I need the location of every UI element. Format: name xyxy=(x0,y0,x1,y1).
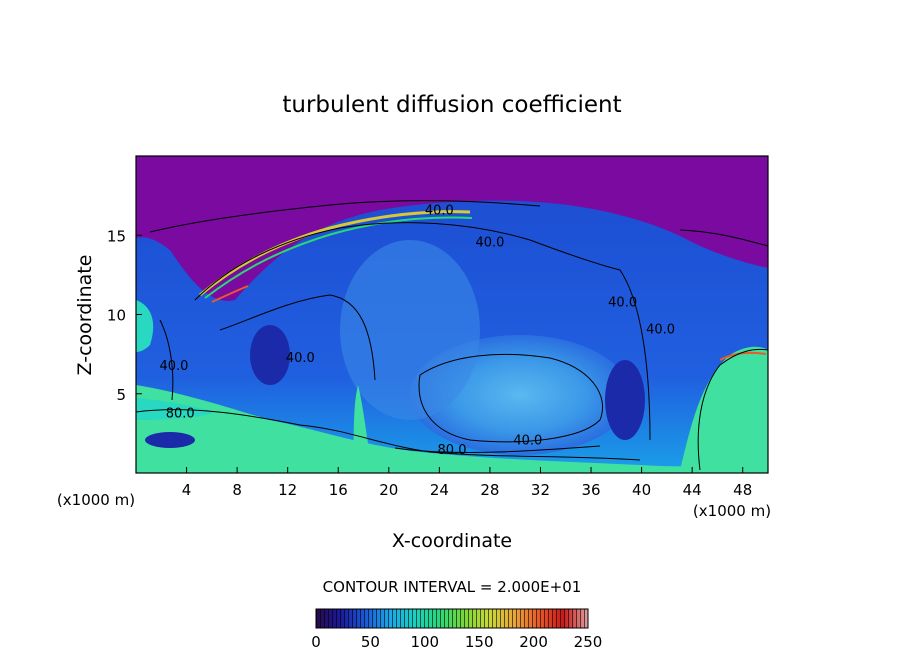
colorbar-tick-label: 150 xyxy=(465,633,494,651)
x-tick-label: 24 xyxy=(430,481,449,499)
contour-labels: 40.0 40.0 40.0 40.0 80.0 80.0 40.0 40.0 40.0 xyxy=(159,204,675,458)
contour-line xyxy=(418,353,604,443)
contour-label: 80.0 xyxy=(438,443,467,458)
y-tick-label: 5 xyxy=(116,386,126,404)
x-axis-ticks: 4 8 12 16 20 24 28 32 36 40 44 48 xyxy=(182,467,752,499)
dark-pocket-right xyxy=(605,360,645,440)
colorbar-tick-label: 0 xyxy=(311,633,321,651)
colorbar-stripes xyxy=(316,609,588,628)
left-edge-region xyxy=(136,300,154,352)
x-tick-label: 32 xyxy=(531,481,550,499)
low-band-region xyxy=(136,385,768,473)
x-unit-left: (x1000 m) xyxy=(57,491,135,509)
contour-label: 80.0 xyxy=(166,407,195,422)
shear-streak xyxy=(199,210,471,297)
y-tick-label: 10 xyxy=(107,307,126,325)
contour-line xyxy=(159,319,174,401)
x-tick-label: 8 xyxy=(232,481,242,499)
contour-label: 40.0 xyxy=(608,296,637,311)
right-jet-region xyxy=(680,346,768,473)
x-tick-label: 12 xyxy=(278,481,297,499)
shear-streak-inner xyxy=(204,216,473,299)
contour-line xyxy=(697,348,768,471)
contour-line xyxy=(194,222,651,441)
colorbar-tick-label: 250 xyxy=(574,633,603,651)
contour-line xyxy=(149,200,541,233)
y-tick-label: 15 xyxy=(107,227,126,245)
x-tick-label: 44 xyxy=(683,481,702,499)
colorbar-tick-label: 100 xyxy=(410,633,439,651)
contour-label: 40.0 xyxy=(475,235,504,250)
colorbar-frame xyxy=(315,608,589,629)
contour-lines xyxy=(136,200,768,471)
plot-area xyxy=(136,156,768,473)
shear-streak-hot xyxy=(211,285,249,303)
dark-pocket-left xyxy=(145,432,195,448)
colorbar-tick-label: 200 xyxy=(519,633,548,651)
colorbar-ticks: 0 50 100 150 200 250 xyxy=(311,633,602,651)
contour-line xyxy=(219,294,376,381)
colorbar: 0 50 100 150 200 250 xyxy=(311,608,602,651)
chart-title: turbulent diffusion coefficient xyxy=(282,92,621,118)
contour-label: 40.0 xyxy=(159,359,188,374)
contour-label: 40.0 xyxy=(646,323,675,338)
x-tick-label: 4 xyxy=(182,481,192,499)
left-lowlevel-region xyxy=(136,398,215,420)
contour-line xyxy=(136,409,641,461)
x-tick-label: 36 xyxy=(581,481,600,499)
x-axis-label: X-coordinate xyxy=(392,530,512,552)
x-unit-right: (x1000 m) xyxy=(693,502,771,520)
contour-interval-text: CONTOUR INTERVAL = 2.000E+01 xyxy=(323,578,582,596)
contour-label: 40.0 xyxy=(425,204,454,219)
contour-line xyxy=(679,229,768,247)
dark-pocket-mid xyxy=(250,325,290,385)
x-tick-label: 28 xyxy=(480,481,499,499)
contour-label: 40.0 xyxy=(286,351,315,366)
x-tick-label: 16 xyxy=(329,481,348,499)
x-tick-label: 20 xyxy=(379,481,398,499)
x-tick-label: 40 xyxy=(632,481,651,499)
upper-layer-region xyxy=(136,156,768,301)
y-axis-ticks: 5 10 15 xyxy=(107,227,142,404)
colorbar-tick-label: 50 xyxy=(361,633,380,651)
right-jet-hot xyxy=(719,351,767,361)
central-light-region xyxy=(340,240,480,420)
contour-line xyxy=(394,445,601,453)
mid-jet xyxy=(352,385,372,470)
x-tick-label: 48 xyxy=(733,481,752,499)
y-axis-label: Z-coordinate xyxy=(74,255,96,376)
contour-label: 40.0 xyxy=(513,433,542,448)
